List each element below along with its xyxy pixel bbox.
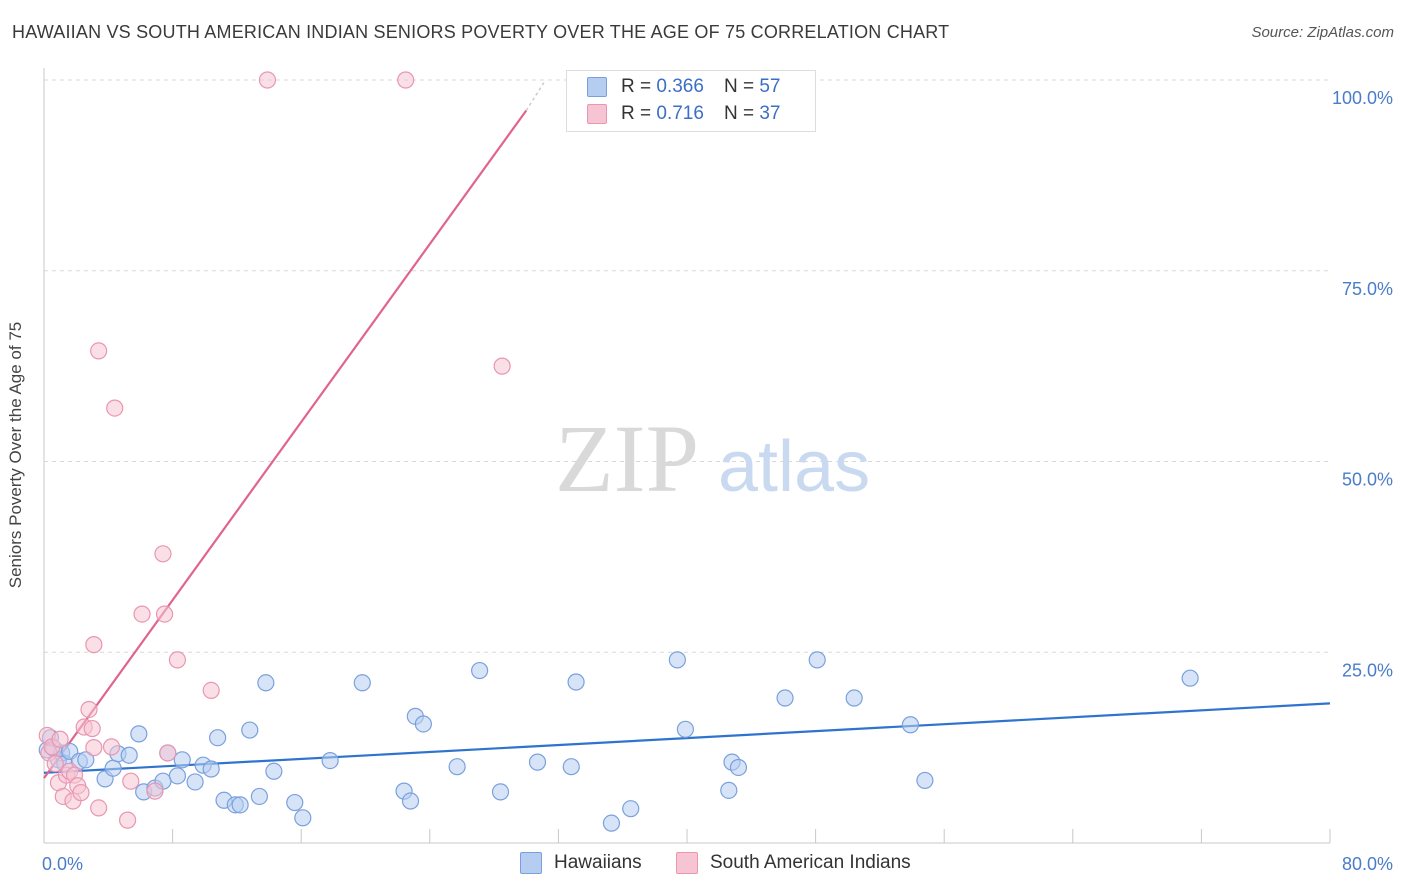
data-point-south-american-indians — [80, 700, 98, 719]
legend-label-south-american-indians: South American Indians — [710, 852, 911, 873]
legend-row-hawaiians: R = 0.366 N = 57 — [587, 76, 780, 98]
data-point-south-american-indians — [154, 545, 172, 563]
watermark-zip: ZIP — [555, 405, 699, 512]
data-point-hawaiians — [120, 746, 138, 764]
data-point-south-american-indians — [106, 399, 124, 417]
data-point-hawaiians — [401, 792, 420, 810]
data-point-hawaiians — [168, 767, 187, 785]
legend-r-label: R = — [621, 103, 652, 124]
legend-swatch-south-american-indians — [676, 852, 698, 874]
trend-line-hawaiians — [43, 702, 1331, 774]
legend-r-label: R = — [621, 76, 652, 97]
data-point-south-american-indians — [397, 71, 415, 89]
data-point-hawaiians — [209, 729, 227, 747]
data-point-south-american-indians — [258, 71, 277, 89]
legend-item-south-american-indians[interactable]: South American Indians — [676, 852, 911, 874]
points-layer — [38, 71, 1199, 832]
data-point-hawaiians — [241, 721, 259, 739]
legend-item-hawaiians[interactable]: Hawaiians — [520, 852, 642, 874]
data-point-hawaiians — [257, 674, 275, 692]
data-point-hawaiians — [186, 773, 204, 791]
data-point-hawaiians — [668, 651, 686, 669]
data-point-hawaiians — [353, 674, 371, 692]
data-point-south-american-indians — [493, 357, 511, 375]
legend-r-value: 0.716 — [656, 103, 704, 124]
y-tick-label: 50.0% — [1342, 470, 1393, 490]
data-point-hawaiians — [104, 759, 122, 777]
data-point-south-american-indians — [46, 755, 64, 773]
data-point-south-american-indians — [168, 651, 187, 669]
data-point-hawaiians — [567, 673, 585, 691]
data-point-hawaiians — [130, 725, 148, 743]
legend-swatch-hawaiians — [520, 852, 542, 874]
data-point-south-american-indians — [146, 782, 164, 800]
data-point-hawaiians — [231, 796, 249, 814]
data-point-hawaiians — [448, 758, 466, 776]
data-point-hawaiians — [729, 758, 748, 777]
legend-r-value: 0.366 — [656, 76, 704, 97]
data-point-hawaiians — [286, 793, 304, 812]
data-point-south-american-indians — [202, 681, 220, 700]
y-tick-label: 75.0% — [1342, 279, 1393, 299]
data-point-hawaiians — [294, 809, 312, 827]
data-point-south-american-indians — [83, 719, 101, 738]
data-point-hawaiians — [414, 715, 432, 733]
watermark: ZIP atlas — [555, 405, 870, 512]
data-point-hawaiians — [173, 751, 191, 769]
trend-line-extension — [525, 79, 547, 111]
trend-layer — [43, 79, 1331, 779]
source-label: Source: ZipAtlas.com — [1251, 24, 1394, 41]
data-point-hawaiians — [77, 751, 95, 769]
bottom-legend: Hawaiians South American Indians — [0, 852, 1406, 876]
data-point-hawaiians — [602, 814, 621, 832]
watermark-atlas: atlas — [718, 427, 870, 507]
data-point-south-american-indians — [90, 799, 108, 817]
stats-legend: R = 0.366 N = 57 R = 0.716 N = 37 — [566, 70, 816, 132]
data-point-south-american-indians — [159, 744, 177, 762]
chart-title: HAWAIIAN VS SOUTH AMERICAN INDIAN SENIOR… — [12, 22, 950, 42]
y-tick-label: 100.0% — [1332, 88, 1393, 108]
data-point-hawaiians — [916, 771, 934, 790]
data-point-south-american-indians — [102, 738, 121, 756]
data-point-south-american-indians — [118, 811, 137, 829]
tick-layer: 100.0% 75.0% 50.0% 25.0% 0.0% 80.0% — [42, 88, 1393, 874]
legend-swatch-blue — [587, 77, 607, 97]
y-tick-label: 25.0% — [1342, 660, 1393, 680]
data-point-hawaiians — [562, 758, 580, 776]
legend-swatch-pink — [587, 104, 607, 124]
data-point-south-american-indians — [72, 784, 90, 802]
data-point-hawaiians — [776, 689, 794, 707]
data-point-south-american-indians — [90, 342, 108, 360]
x-tick-label: 80.0% — [1342, 854, 1393, 874]
data-point-south-american-indians — [85, 739, 103, 757]
data-point-hawaiians — [808, 651, 826, 669]
data-point-hawaiians — [471, 661, 489, 680]
legend-n-label: N = — [723, 103, 755, 124]
data-point-hawaiians — [202, 760, 220, 778]
data-point-hawaiians — [491, 783, 510, 801]
data-point-hawaiians — [622, 800, 640, 818]
legend-n-value: 57 — [759, 76, 781, 97]
trend-line-south-american-indians — [43, 109, 528, 779]
data-point-hawaiians — [720, 781, 738, 799]
x-tick-label: 0.0% — [42, 854, 83, 874]
data-point-hawaiians — [676, 720, 694, 738]
data-point-south-american-indians — [133, 605, 151, 623]
data-point-hawaiians — [901, 716, 920, 734]
data-point-hawaiians — [845, 689, 863, 707]
data-point-south-american-indians — [85, 636, 103, 654]
data-point-hawaiians — [321, 751, 339, 770]
legend-n-label: N = — [723, 76, 755, 97]
legend-row-south-american-indians: R = 0.716 N = 37 — [587, 103, 780, 125]
data-point-south-american-indians — [155, 605, 174, 623]
data-point-hawaiians — [250, 787, 269, 806]
data-point-hawaiians — [1181, 669, 1199, 687]
legend-label-hawaiians: Hawaiians — [554, 852, 642, 873]
data-point-south-american-indians — [51, 730, 69, 748]
data-point-south-american-indians — [122, 772, 140, 790]
data-point-hawaiians — [528, 753, 547, 771]
data-point-hawaiians — [265, 762, 283, 780]
legend-n-value: 37 — [759, 103, 781, 124]
